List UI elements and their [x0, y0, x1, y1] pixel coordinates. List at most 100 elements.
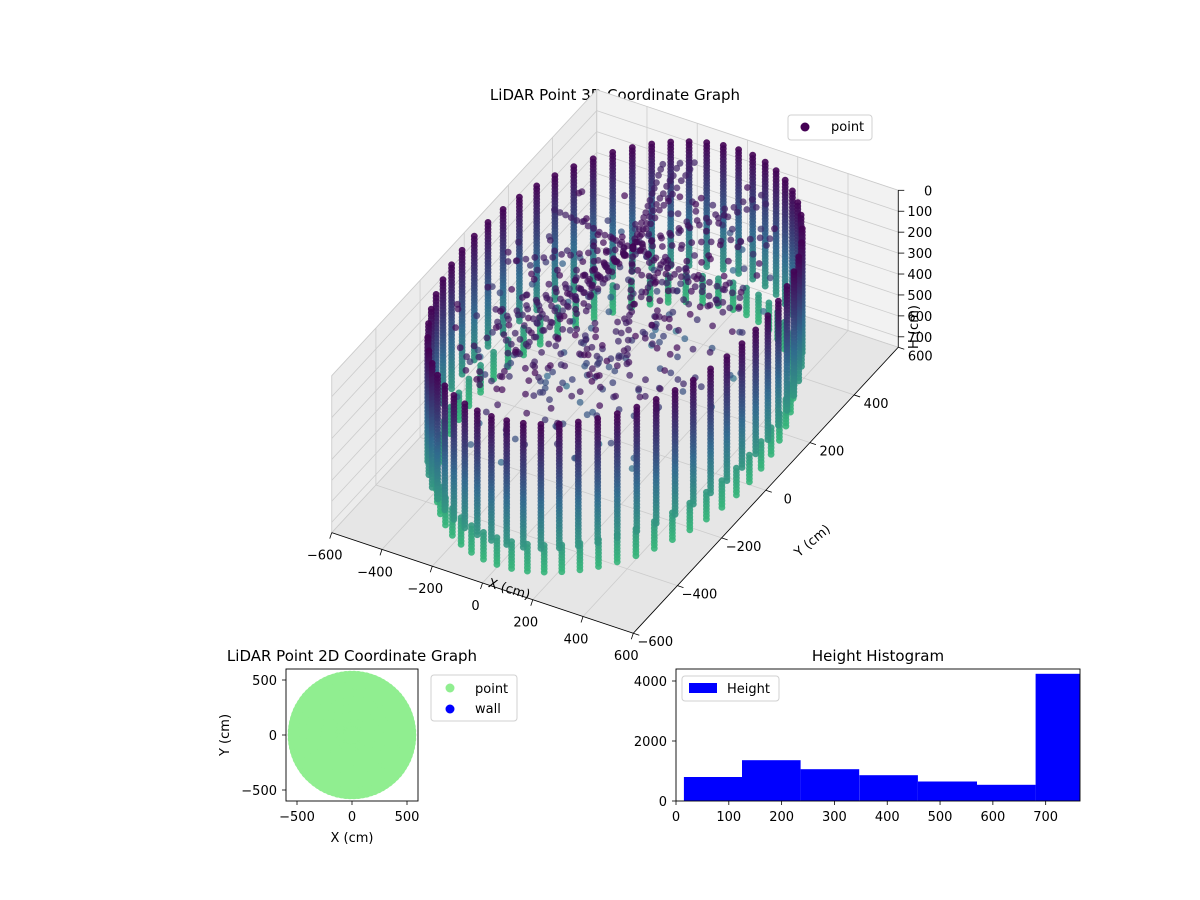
point-3d: [540, 568, 548, 576]
point-3d: [669, 172, 677, 180]
point-3d: [522, 364, 529, 372]
point-2d: [404, 733, 417, 746]
y-tick-label: −600: [637, 635, 673, 650]
point-3d: [668, 242, 676, 249]
legend-2d: point wall: [430, 674, 518, 722]
point-3d: [719, 265, 727, 273]
point-3d: [658, 234, 665, 242]
histogram-bar: [977, 784, 1036, 801]
point-3d: [531, 254, 539, 261]
point-3d: [737, 288, 745, 296]
point-3d: [442, 521, 449, 529]
point-3d: [593, 247, 601, 255]
point-3d: [728, 225, 736, 233]
point-3d: [709, 322, 716, 330]
x-tick-label: 200: [513, 616, 538, 631]
point-3d: [530, 275, 538, 283]
point-3d: [655, 171, 662, 179]
point-3d: [611, 367, 619, 375]
point-3d: [613, 362, 621, 370]
legend-3d-frame: [787, 114, 873, 141]
point-3d: [691, 283, 699, 291]
point-3d: [483, 334, 491, 342]
point-3d: [632, 552, 640, 560]
point-3d: [556, 385, 563, 393]
point-3d: [669, 190, 676, 198]
point-3d: [721, 205, 729, 213]
point-3d: [489, 329, 496, 336]
point-3d: [761, 282, 769, 290]
point-3d: [579, 258, 587, 265]
point-3d: [480, 555, 487, 563]
axes-2d-ticks: −500−500 0 0 500 500: [241, 674, 419, 825]
point-3d: [692, 207, 700, 215]
point-3d: [709, 201, 717, 209]
point-3d: [626, 371, 634, 379]
point-3d: [719, 308, 727, 316]
point-3d: [764, 436, 772, 443]
point-3d: [583, 359, 590, 367]
point-3d: [573, 266, 580, 274]
point-3d: [760, 308, 767, 315]
point-3d: [651, 279, 659, 287]
point-3d: [644, 202, 652, 210]
point-3d: [674, 210, 682, 218]
grid-back-horizontal: [596, 110, 899, 212]
point-3d: [506, 373, 513, 380]
point-3d: [493, 561, 501, 568]
point-3d: [733, 491, 740, 499]
point-3d: [689, 345, 697, 353]
point-3d: [597, 383, 604, 391]
point-3d: [763, 242, 770, 249]
point-3d: [714, 299, 721, 307]
point-3d: [600, 239, 607, 247]
point-3d: [748, 196, 756, 204]
point-3d: [688, 239, 696, 247]
point-3d: [593, 372, 601, 380]
point-3d: [612, 328, 620, 335]
point-3d: [590, 224, 598, 232]
point-3d: [733, 208, 741, 216]
point-3d: [729, 267, 737, 274]
point-3d: [641, 334, 649, 342]
point-3d: [588, 284, 596, 292]
point-3d: [554, 334, 562, 342]
point-3d: [530, 392, 538, 399]
y-tick-mark: [898, 346, 905, 350]
point-3d: [583, 215, 590, 222]
hist-x-tick-label: 600: [980, 810, 1005, 825]
point-3d: [476, 368, 483, 375]
point-3d: [692, 200, 700, 208]
y-tick-label: 600: [908, 349, 933, 364]
point-3d: [625, 326, 632, 334]
point-3d: [686, 224, 694, 232]
point-3d: [626, 311, 633, 319]
point-3d: [667, 369, 675, 377]
y-tick-mark: [677, 585, 684, 588]
x2-tick-label: 0: [348, 810, 356, 825]
point-3d: [728, 289, 736, 297]
hist-y-tick-label: 2000: [634, 735, 667, 750]
point-3d: [466, 358, 474, 366]
point-3d: [667, 210, 675, 218]
point-3d: [756, 234, 764, 242]
point-3d: [631, 300, 638, 308]
point-3d: [734, 243, 742, 251]
point-3d: [653, 287, 661, 295]
point-3d: [613, 534, 621, 541]
point-3d: [549, 254, 557, 261]
point-3d: [556, 315, 564, 323]
x-tick-label: −200: [407, 582, 443, 597]
point-3d: [691, 252, 698, 259]
point-3d: [615, 337, 622, 345]
point-3d: [568, 392, 576, 400]
point-3d: [686, 310, 694, 318]
point-3d: [551, 206, 558, 214]
point-3d: [671, 510, 679, 518]
point-3d: [636, 247, 644, 255]
histogram-bar: [1035, 673, 1080, 801]
z-tick-label: 700: [907, 331, 932, 346]
point-3d: [534, 266, 541, 274]
point-3d: [548, 302, 555, 310]
point-3d: [663, 182, 670, 190]
